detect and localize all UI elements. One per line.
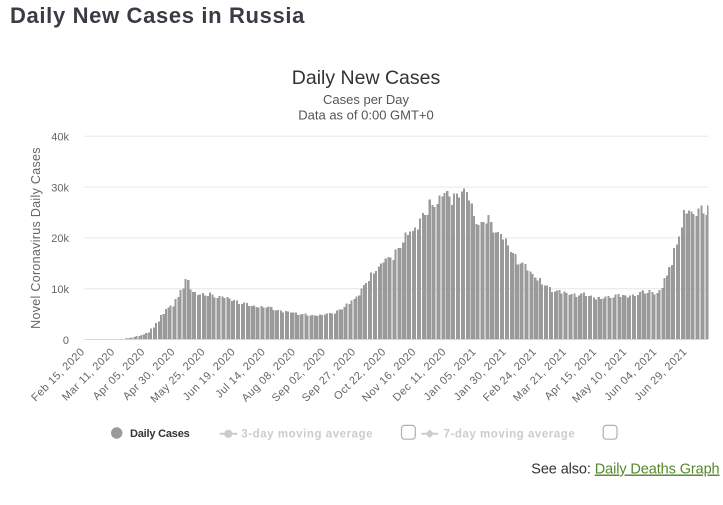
- svg-text:40k: 40k: [51, 132, 69, 144]
- svg-text:Daily New Cases: Daily New Cases: [292, 67, 441, 89]
- svg-text:30k: 30k: [51, 182, 69, 194]
- svg-text:0: 0: [63, 335, 69, 347]
- svg-text:10k: 10k: [51, 284, 69, 296]
- svg-text:See also: Daily Deaths Graph: See also: Daily Deaths Graph: [531, 462, 719, 478]
- svg-text:Cases per Day: Cases per Day: [323, 92, 409, 107]
- svg-text:3-day moving average: 3-day moving average: [241, 429, 373, 441]
- svg-text:Novel Coronavirus Daily Cases: Novel Coronavirus Daily Cases: [29, 147, 43, 329]
- svg-text:20k: 20k: [51, 233, 69, 245]
- svg-text:Data as of 0:00 GMT+0: Data as of 0:00 GMT+0: [298, 108, 433, 123]
- svg-text:7-day moving average: 7-day moving average: [444, 429, 576, 441]
- svg-text:Daily Cases: Daily Cases: [130, 428, 190, 440]
